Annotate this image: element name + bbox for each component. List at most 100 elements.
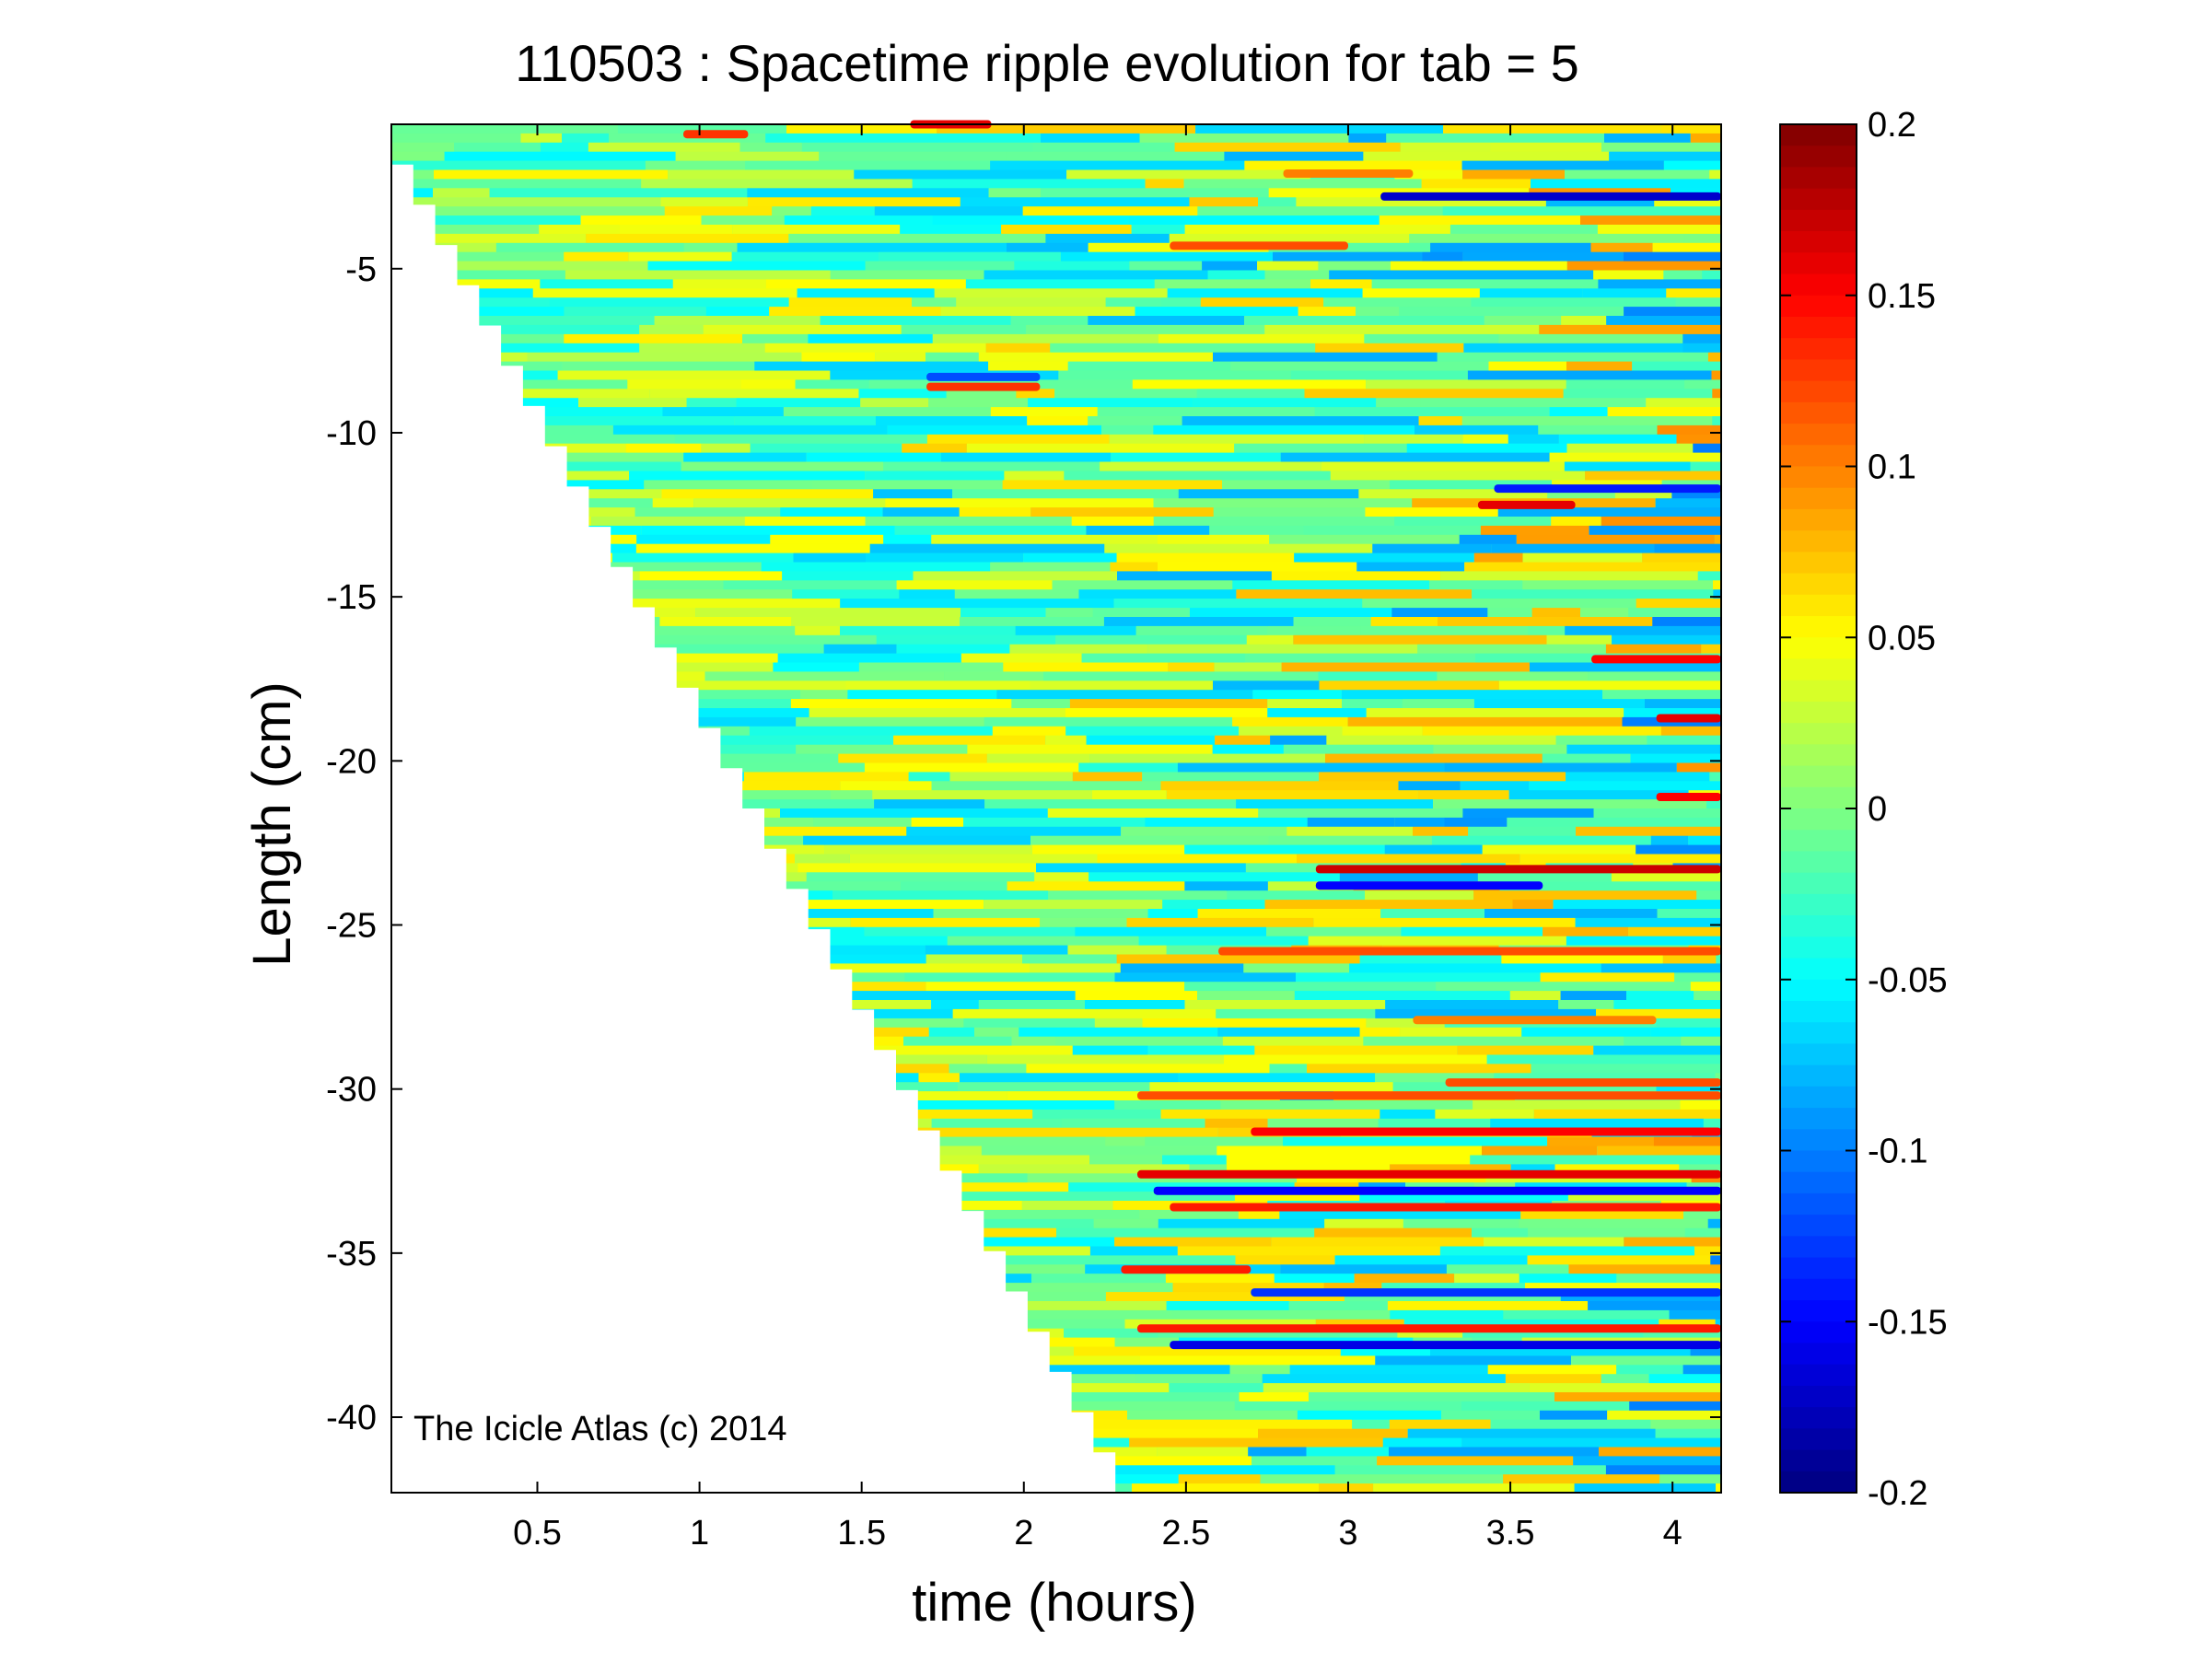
- ripple-band: [1367, 708, 1624, 718]
- ripple-band: [1248, 1448, 1306, 1458]
- ripple-band: [1184, 982, 1436, 992]
- ripple-band: [1636, 599, 1721, 609]
- ripple-band: [1220, 1100, 1473, 1111]
- ripple-band: [1193, 398, 1376, 408]
- ripple-band: [663, 407, 784, 417]
- ripple-band: [1318, 262, 1391, 272]
- colorbar-segment: [1780, 1321, 1857, 1343]
- ripple-band: [1209, 526, 1303, 536]
- ripple-band: [990, 161, 1244, 171]
- ripple-band: [974, 1028, 1019, 1038]
- ripple-band: [1445, 818, 1508, 828]
- ripple-band: [1691, 982, 1721, 992]
- ripple-band: [1554, 1392, 1721, 1402]
- ripple-band: [636, 535, 770, 545]
- ripple-band: [914, 571, 1118, 581]
- ripple-band: [1068, 362, 1230, 372]
- ripple-band: [1085, 1000, 1185, 1010]
- ripple-band: [1569, 1264, 1722, 1274]
- ripple-band: [1117, 955, 1360, 965]
- ripple-band: [1098, 855, 1298, 865]
- colorbar-segment: [1780, 616, 1857, 638]
- ripple-band: [1009, 645, 1147, 655]
- colorbar-segment: [1780, 252, 1857, 274]
- colorbar-segment: [1780, 488, 1857, 510]
- ripple-band: [765, 279, 966, 289]
- ripple-band: [1050, 343, 1315, 354]
- ripple-band: [913, 179, 1146, 189]
- y-tick-label: -20: [326, 742, 377, 781]
- ripple-band: [1501, 955, 1662, 965]
- ripple-band: [1663, 271, 1702, 281]
- ripple-band: [1385, 845, 1483, 855]
- colorbar-segment: [1780, 1450, 1857, 1472]
- ripple-band: [733, 225, 900, 235]
- ripple-band: [1601, 1374, 1649, 1384]
- ripple-band: [1566, 362, 1632, 372]
- ripple-band: [1295, 991, 1510, 1001]
- ripple-band: [1072, 517, 1154, 527]
- ripple-band: [1154, 498, 1413, 508]
- ripple-band: [724, 580, 897, 590]
- ripple-band: [1363, 152, 1609, 162]
- ripple-band: [1178, 1247, 1440, 1257]
- ripple-band: [953, 1009, 1217, 1019]
- ripple-band: [1651, 1028, 1721, 1038]
- ripple-band: [496, 243, 684, 253]
- ripple-band: [791, 617, 960, 627]
- ripple-band: [1375, 1355, 1571, 1366]
- colorbar-segment: [1780, 167, 1857, 189]
- colorbar-segment: [1780, 595, 1857, 617]
- ripple-band: [391, 152, 445, 162]
- ripple-band: [1265, 271, 1330, 281]
- ripple-band: [949, 1182, 1069, 1192]
- ripple-band: [1205, 1119, 1268, 1129]
- ripple-band: [1016, 626, 1136, 636]
- ripple-band: [563, 362, 755, 372]
- y-tick-label: -35: [326, 1235, 377, 1273]
- ripple-band: [1041, 134, 1140, 144]
- ripple-band: [1180, 1255, 1236, 1265]
- ripple-band: [1612, 635, 1721, 645]
- ripple-band: [982, 1146, 1217, 1157]
- ripple-band: [1335, 1255, 1528, 1265]
- ripple-band: [1117, 553, 1295, 564]
- ripple-band: [1589, 526, 1721, 536]
- ripple-band: [1310, 279, 1372, 289]
- ripple-band: [564, 334, 742, 344]
- ripple-band: [1028, 398, 1193, 408]
- ripple-band: [1530, 663, 1721, 673]
- ripple-band: [1342, 699, 1403, 709]
- ripple-band: [912, 818, 964, 828]
- ripple-band: [1654, 1137, 1721, 1147]
- ripple-band: [1185, 1000, 1386, 1010]
- ripple-band: [888, 425, 1101, 436]
- ripple-band: [744, 772, 909, 782]
- ripple-band: [639, 343, 764, 354]
- colorbar-segment: [1780, 830, 1857, 852]
- ripple-band: [1480, 288, 1583, 298]
- ripple-band: [1043, 671, 1319, 681]
- ripple-band: [641, 179, 913, 189]
- ripple-band: [558, 371, 831, 381]
- ripple-band: [734, 416, 876, 426]
- ripple-band: [1235, 1401, 1461, 1412]
- ripple-band: [736, 398, 860, 408]
- colorbar-segment: [1780, 1001, 1857, 1023]
- ripple-band: [1576, 827, 1721, 837]
- ripple-band: [1117, 571, 1272, 581]
- ripple-band: [1540, 1411, 1607, 1421]
- ripple-band: [1656, 1429, 1721, 1439]
- ripple-band: [1166, 1273, 1275, 1284]
- ripple-band: [1642, 553, 1721, 564]
- ripple-band: [963, 818, 1145, 828]
- colorbar-segment: [1780, 274, 1857, 297]
- ripple-band: [1223, 1037, 1364, 1047]
- ripple-band: [1178, 763, 1445, 773]
- ripple-band: [1294, 617, 1371, 627]
- ripple-band: [1139, 1355, 1375, 1366]
- colorbar-segment: [1780, 873, 1857, 895]
- ripple-band: [1565, 462, 1691, 472]
- ripple-band: [1054, 389, 1197, 399]
- ripple-band: [1547, 1137, 1654, 1147]
